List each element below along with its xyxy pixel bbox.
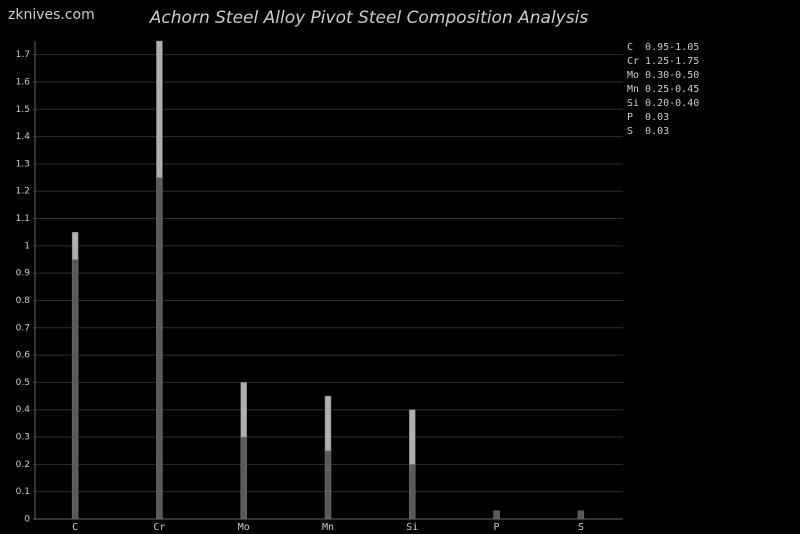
y-tick-label: 0.7 [16, 323, 30, 333]
bar-segment [409, 464, 416, 520]
y-tick-label: 1.6 [16, 77, 31, 87]
y-tick-label: 0 [24, 515, 30, 525]
bar-segment [577, 510, 585, 520]
legend-entry: Mn 0.25-0.45 [627, 84, 699, 95]
x-tick-label: Mn [322, 522, 334, 533]
bar-segment [409, 409, 416, 465]
y-tick-label: 0.8 [16, 296, 31, 306]
x-tick-label: Mo [238, 522, 250, 533]
y-tick-label: 0.5 [16, 378, 30, 388]
y-tick-label: 0.6 [16, 351, 31, 361]
y-tick-label: 0.3 [16, 433, 30, 443]
legend-entry: P 0.03 [627, 112, 669, 123]
bar-segment [324, 395, 332, 451]
y-tick-label: 0.2 [16, 460, 30, 470]
y-tick-label: 1.1 [16, 214, 30, 224]
x-tick-label: C [72, 522, 78, 533]
x-tick-label: S [578, 522, 584, 533]
bar-segment [240, 436, 247, 520]
y-tick-label: 1.2 [16, 187, 30, 197]
y-tick-label: 0.4 [16, 405, 31, 415]
y-tick-label: 0.9 [16, 269, 31, 279]
x-tick-label: P [494, 522, 500, 533]
bar-segment [493, 510, 500, 520]
y-tick-label: 1.4 [16, 132, 31, 142]
y-tick-label: 0.1 [16, 487, 30, 497]
chart-title: Achorn Steel Alloy Pivot Steel Compositi… [149, 8, 589, 28]
y-tick-label: 1.3 [16, 159, 30, 169]
watermark: zknives.com [8, 7, 95, 23]
bar-segment [71, 231, 79, 260]
legend-entry: Si 0.20-0.40 [627, 98, 699, 109]
y-tick-label: 1 [24, 241, 30, 251]
bar-segment [156, 177, 163, 520]
x-tick-label: Si [406, 522, 418, 533]
bar-segment [240, 382, 247, 438]
y-tick-label: 1.5 [16, 105, 30, 115]
y-tick-label: 1.7 [16, 50, 30, 60]
legend-entry: Cr 1.25-1.75 [627, 56, 699, 67]
x-tick-label: Cr [153, 522, 165, 533]
legend-entry: S 0.03 [627, 126, 669, 137]
bar-segment [324, 450, 332, 520]
legend-entry: C 0.95-1.05 [627, 42, 699, 53]
legend-entry: Mo 0.30-0.50 [627, 70, 699, 81]
bar-segment [156, 40, 163, 178]
bar-segment [71, 259, 79, 520]
